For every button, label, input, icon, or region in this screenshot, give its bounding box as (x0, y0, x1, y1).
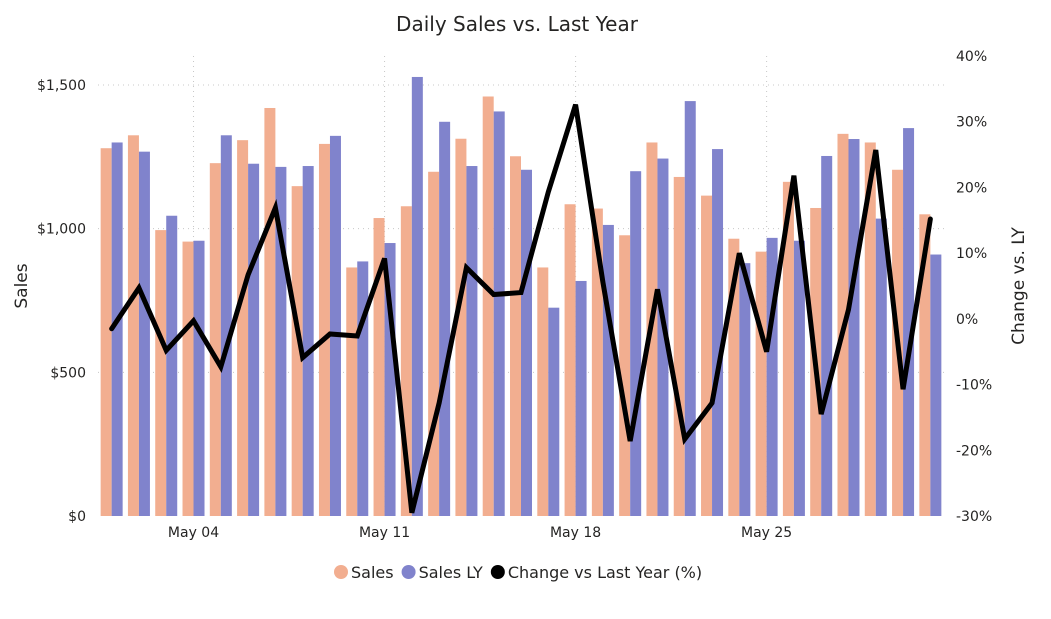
bars (100, 76, 942, 517)
sales-ly-bar[interactable] (903, 128, 915, 516)
y-tick-label: $500 (50, 365, 86, 381)
y2-tick-label: -10% (956, 378, 992, 394)
sales-bar[interactable] (755, 251, 767, 517)
sales-ly-bar[interactable] (166, 215, 178, 516)
sales-ly-bar[interactable] (821, 155, 833, 517)
sales-bar[interactable] (537, 267, 549, 516)
sales-ly-bar[interactable] (602, 224, 614, 516)
sales-ly-bar[interactable] (930, 254, 942, 516)
sales-ly-bar[interactable] (848, 139, 860, 516)
y-tick-label: $1,000 (37, 222, 86, 238)
sales-bar[interactable] (619, 235, 631, 516)
sales-bar[interactable] (782, 181, 794, 516)
sales-ly-bar[interactable] (411, 76, 423, 517)
sales-ly-bar[interactable] (220, 135, 232, 517)
sales-bar[interactable] (264, 107, 276, 516)
legend-label[interactable]: Sales LY (419, 563, 483, 582)
y2-tick-label: 10% (956, 246, 987, 262)
legend-marker (490, 565, 505, 579)
x-tick-label: May 04 (168, 525, 219, 541)
y2-axis-label: Change vs. LY (1009, 226, 1029, 344)
sales-ly-bar[interactable] (793, 240, 805, 516)
sales-ly-bar[interactable] (739, 263, 751, 516)
sales-bar[interactable] (182, 241, 194, 516)
sales-bar[interactable] (455, 138, 467, 517)
sales-ly-bar[interactable] (329, 135, 341, 516)
y2-tick-label: 20% (956, 180, 987, 196)
sales-ly-bar[interactable] (493, 111, 505, 517)
y-tick-label: $1,500 (37, 78, 86, 94)
x-tick-label: May 11 (359, 525, 410, 541)
sales-bar[interactable] (591, 208, 603, 516)
legend-label[interactable]: Change vs Last Year (%) (508, 563, 702, 582)
y2-tick-label: -20% (956, 443, 992, 459)
sales-ly-bar[interactable] (193, 240, 205, 516)
sales-bar[interactable] (701, 195, 713, 516)
sales-ly-bar[interactable] (384, 243, 396, 517)
sales-bar[interactable] (728, 238, 740, 516)
change-vs-last-year-line[interactable] (109, 103, 933, 514)
sales-ly-bar[interactable] (439, 121, 451, 517)
sales-ly-bar[interactable] (138, 151, 150, 517)
y2-tick-label: -30% (956, 509, 992, 525)
sales-bar[interactable] (673, 176, 685, 517)
sales-ly-bar[interactable] (357, 261, 369, 516)
sales-bar[interactable] (346, 267, 358, 516)
sales-ly-bar[interactable] (248, 163, 260, 516)
sales-ly-bar[interactable] (684, 101, 696, 516)
sales-bar[interactable] (510, 156, 521, 516)
y-axis-label: Sales (12, 263, 32, 308)
legend-label[interactable]: Sales (351, 563, 394, 582)
x-tick-label: May 25 (741, 525, 792, 541)
sales-ly-bar[interactable] (657, 158, 669, 517)
chart-title: Daily Sales vs. Last Year (396, 12, 639, 36)
sales-ly-bar[interactable] (466, 166, 478, 516)
sales-bar[interactable] (400, 206, 412, 516)
sales-bar[interactable] (428, 171, 440, 517)
legend[interactable]: Sales Sales LY Change vs Last Year (%) (334, 563, 702, 582)
y-tick-label: $0 (68, 509, 86, 525)
sales-ly-bar[interactable] (766, 237, 778, 516)
sales-bar[interactable] (127, 135, 139, 517)
legend-marker (334, 565, 348, 579)
sales-bar[interactable] (100, 148, 112, 517)
sales-ly-bar[interactable] (548, 307, 560, 516)
sales-ly-bar[interactable] (521, 169, 532, 516)
y2-tick-label: 30% (956, 115, 987, 131)
sales-bar[interactable] (318, 143, 330, 517)
sales-bar[interactable] (237, 140, 249, 516)
axis-labels: $0 $500 $1,000 $1,500 -30% -20% -10% 0% 10% 20% 30… (37, 49, 992, 541)
x-tick-label: May 18 (550, 525, 601, 541)
sales-ly-bar[interactable] (712, 149, 724, 517)
y2-tick-label: 40% (956, 49, 987, 65)
sales-ly-bar[interactable] (302, 166, 314, 516)
sales-bar[interactable] (919, 214, 931, 517)
sales-bar[interactable] (373, 218, 385, 516)
sales-ly-bar[interactable] (275, 166, 287, 516)
legend-marker (401, 565, 416, 579)
sales-bar[interactable] (864, 142, 876, 516)
sales-bar[interactable] (564, 204, 576, 516)
sales-ly-bar[interactable] (575, 280, 587, 516)
sales-bar[interactable] (155, 230, 167, 516)
sales-ly-bar[interactable] (630, 171, 642, 516)
change-line (109, 103, 933, 514)
sales-bar[interactable] (209, 163, 221, 516)
sales-bar[interactable] (482, 96, 494, 516)
sales-bar[interactable] (291, 186, 303, 516)
sales-ly-bar[interactable] (875, 218, 887, 517)
sales-ly-bar[interactable] (111, 142, 123, 516)
y2-tick-label: 0% (956, 312, 978, 328)
